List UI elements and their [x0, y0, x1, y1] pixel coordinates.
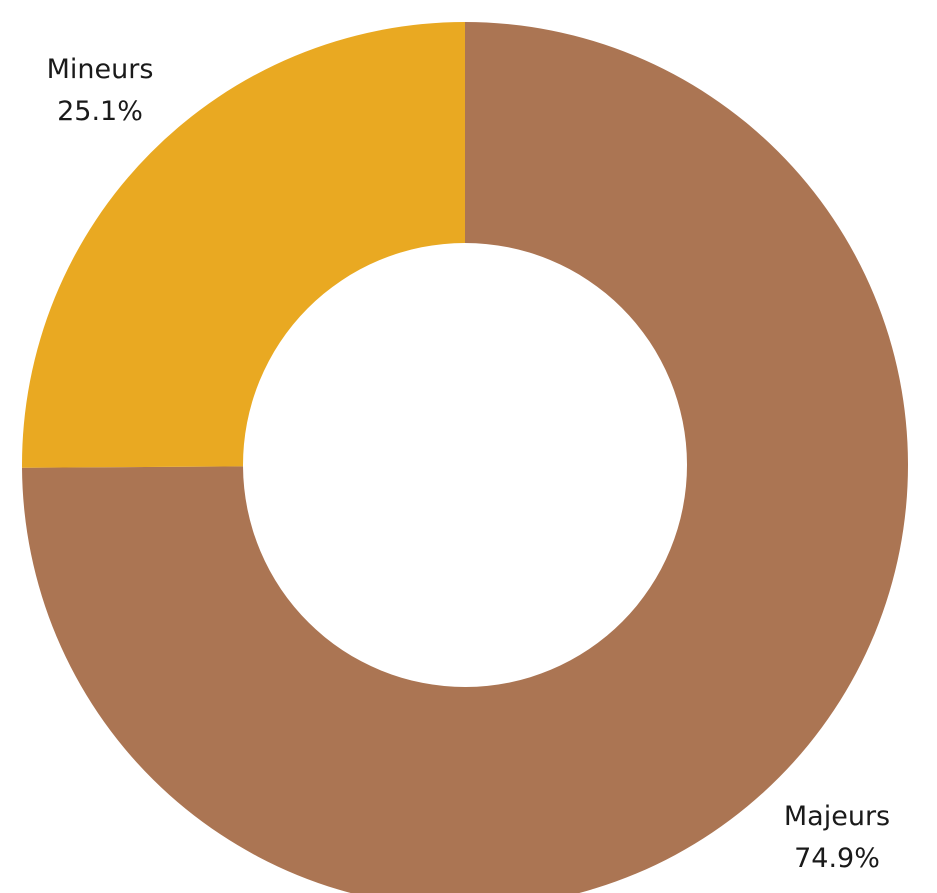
slice-value-label: 25.1%	[57, 96, 143, 127]
slice-value-label: 74.9%	[794, 843, 880, 874]
slice-label: Majeurs	[784, 801, 890, 832]
donut-slice	[22, 22, 908, 893]
donut-slice	[21, 22, 465, 468]
slice-label: Mineurs	[47, 54, 154, 85]
